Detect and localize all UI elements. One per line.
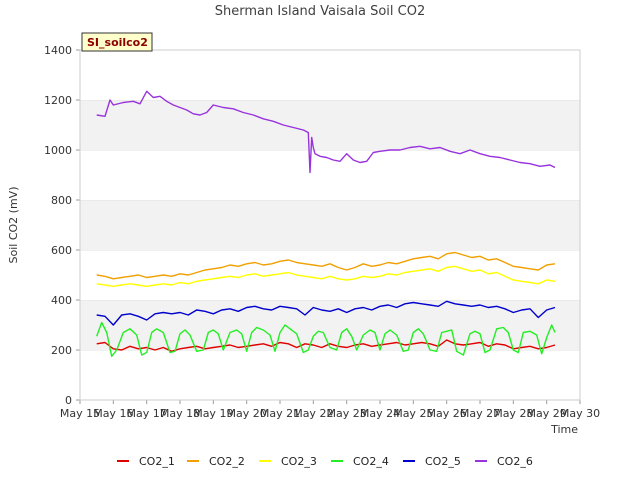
- site-tag-label: SI_soilco2: [87, 36, 148, 49]
- y-tick-label: 1000: [44, 144, 72, 157]
- site-tag-box: [81, 32, 153, 52]
- grid-band: [80, 300, 580, 350]
- x-tick-label: May 21: [260, 407, 300, 420]
- x-tick-label: May 25: [393, 407, 433, 420]
- grid-band: [80, 350, 580, 400]
- site-tag: SI_soilco2: [81, 32, 153, 52]
- legend-label: CO2_4: [353, 455, 389, 468]
- x-tick-label: May 20: [227, 407, 267, 420]
- x-tick-label: May 19: [193, 407, 233, 420]
- x-tick-label: May 26: [427, 407, 467, 420]
- y-tick-label: 600: [51, 244, 72, 257]
- plot-frame: [79, 49, 581, 401]
- x-tick-label: May 28: [493, 407, 533, 420]
- series-line-co2-4: [96, 321, 556, 357]
- y-tick-label: 1400: [44, 44, 72, 57]
- x-tick-label: May 29: [527, 407, 567, 420]
- legend-label: CO2_3: [281, 455, 317, 468]
- x-tick-label: May 22: [293, 407, 333, 420]
- series-line-co2-1: [96, 339, 556, 352]
- y-tick-label: 200: [51, 344, 72, 357]
- y-axis-label: Soil CO2 (mV): [7, 187, 20, 264]
- series-line-co2-3: [96, 265, 556, 287]
- legend-label: CO2_1: [139, 455, 175, 468]
- chart-title: Sherman Island Vaisala Soil CO2: [215, 4, 425, 19]
- y-axis-ticks: 0 200 400 600 800 1000 1200 1400: [44, 44, 80, 407]
- series-line-co2-6: [96, 90, 556, 174]
- legend-label: CO2_2: [209, 455, 245, 468]
- x-tick-label: May 24: [360, 407, 400, 420]
- legend-label: CO2_5: [425, 455, 461, 468]
- x-tick-label: May 18: [160, 407, 200, 420]
- y-tick-label: 0: [65, 394, 72, 407]
- x-tick-label: May 15: [60, 407, 100, 420]
- y-tick-label: 1200: [44, 94, 72, 107]
- series-lines: [96, 90, 556, 357]
- y-tick-label: 400: [51, 294, 72, 307]
- grid-band: [80, 50, 580, 100]
- x-tick-label: May 30: [560, 407, 600, 420]
- y-tick-label: 800: [51, 194, 72, 207]
- legend-label: CO2_6: [497, 455, 533, 468]
- x-tick-label: May 16: [93, 407, 133, 420]
- series-line-co2-2: [96, 251, 556, 280]
- grid-band: [80, 250, 580, 300]
- x-tick-label: May 27: [460, 407, 500, 420]
- legend: CO2_1 CO2_2 CO2_3 CO2_4 CO2_5 CO2_6: [117, 455, 533, 468]
- x-axis-label: Time: [550, 423, 578, 436]
- series-line-co2-5: [96, 300, 556, 326]
- grid-band: [80, 100, 580, 150]
- grid-band: [80, 150, 580, 200]
- x-tick-label: May 17: [127, 407, 167, 420]
- grid-band: [80, 200, 580, 250]
- x-tick-label: May 23: [327, 407, 367, 420]
